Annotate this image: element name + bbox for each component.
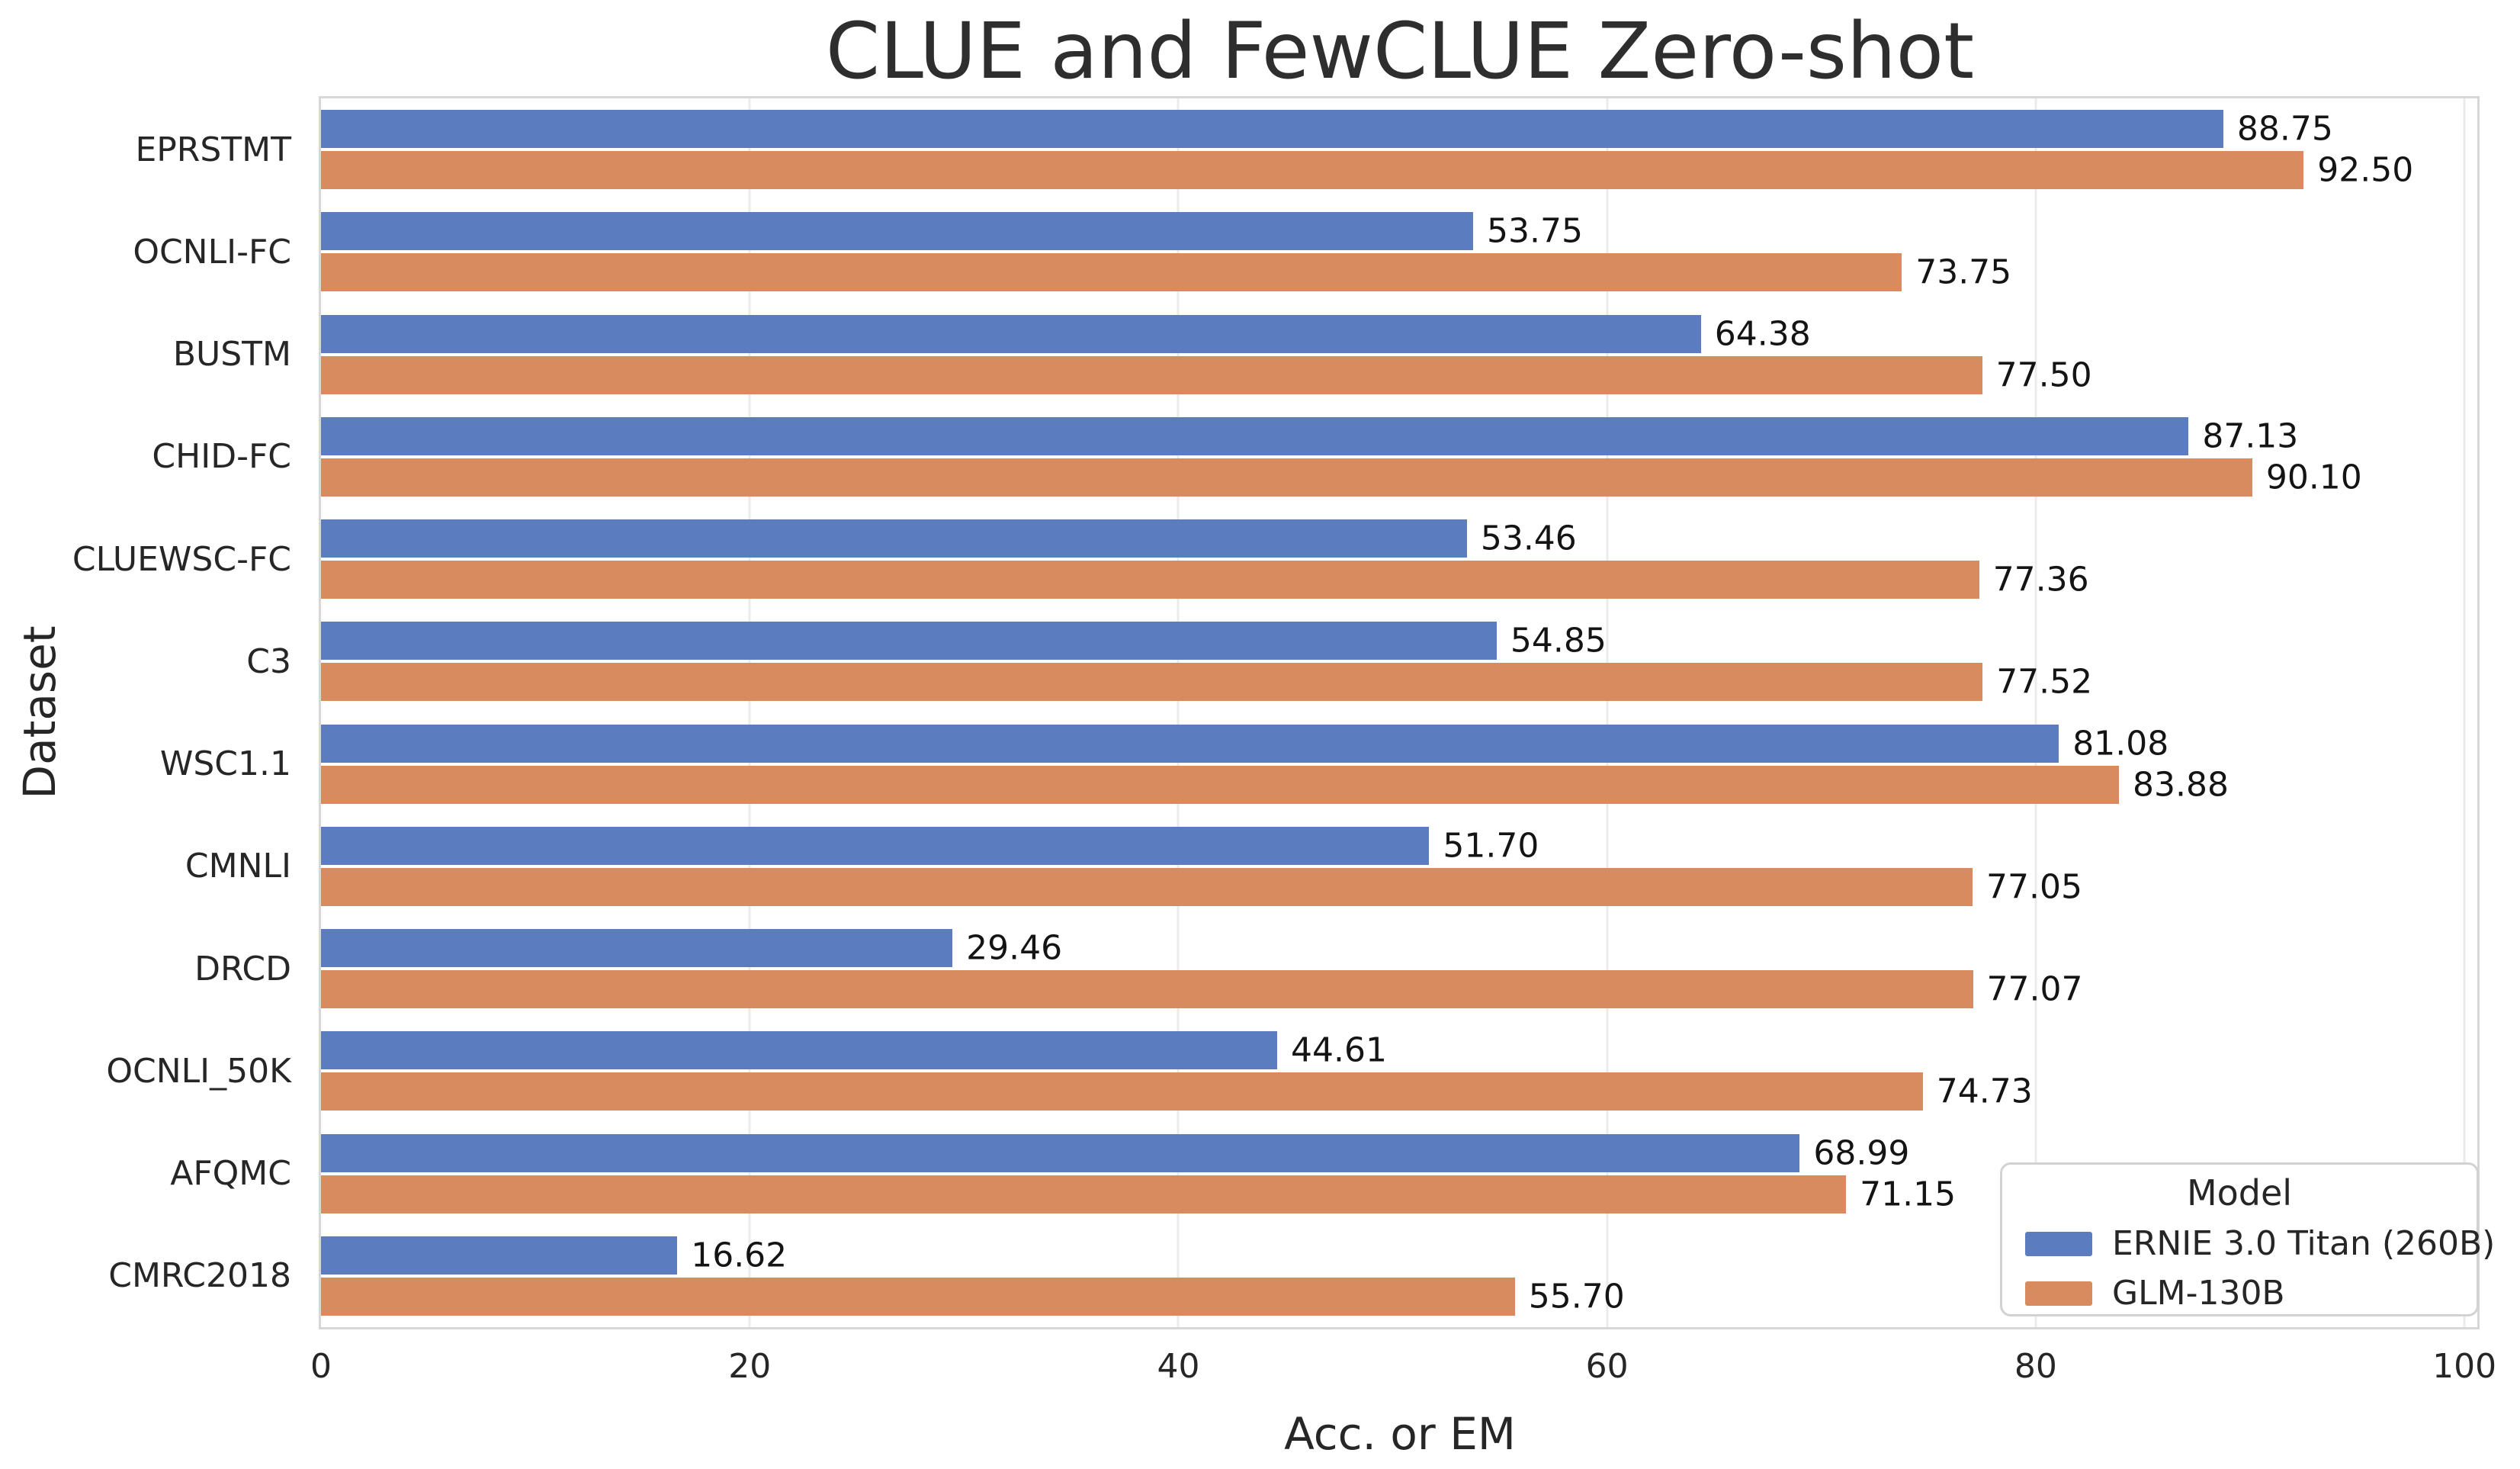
gridline-x-80 [2034, 98, 2037, 1327]
value-label-cluewsc-fc-ernie-3-0-titan-260b: 53.46 [1480, 519, 1577, 558]
category-label-bustm: BUSTM [172, 335, 291, 374]
value-label-chid-fc-ernie-3-0-titan-260b: 87.13 [2202, 416, 2299, 456]
bar-cluewsc-fc-ernie-3-0-titan-260b [321, 519, 1467, 558]
x-tick-label-20: 20 [728, 1347, 772, 1386]
bar-wsc1-1-ernie-3-0-titan-260b [321, 724, 2059, 763]
value-label-chid-fc-glm-130b: 90.10 [2265, 458, 2362, 497]
legend: Model ERNIE 3.0 Titan (260B) GLM-130B [2000, 1162, 2495, 1316]
x-tick-label-60: 60 [1585, 1347, 1629, 1386]
category-label-cluewsc-fc: CLUEWSC-FC [72, 539, 291, 579]
gridline-x-60 [1606, 98, 1609, 1327]
value-label-cmrc2018-glm-130b: 55.70 [1528, 1277, 1625, 1316]
value-label-cmnli-glm-130b: 77.05 [1986, 867, 2082, 907]
value-label-bustm-ernie-3-0-titan-260b: 64.38 [1714, 314, 1811, 354]
bar-ocnli-50k-glm-130b [321, 1072, 1923, 1111]
value-label-c3-ernie-3-0-titan-260b: 54.85 [1510, 621, 1607, 661]
value-label-ocnli-50k-ernie-3-0-titan-260b: 44.61 [1291, 1030, 1387, 1070]
plot-area: 88.75 92.50 53.75 73.75 64.38 77.50 87.13 90.10… [319, 96, 2480, 1329]
gridline-x-100 [2463, 98, 2466, 1327]
value-label-wsc1-1-ernie-3-0-titan-260b: 81.08 [2072, 724, 2169, 763]
category-label-wsc1-1: WSC1.1 [159, 744, 291, 784]
legend-row-ernie-3-0-titan-260b: ERNIE 3.0 Titan (260B) [2025, 1224, 2495, 1263]
bar-ocnli-fc-glm-130b [321, 253, 1902, 292]
x-axis-title: Acc. or EM [1284, 1408, 1516, 1460]
category-label-cmrc2018: CMRC2018 [108, 1256, 291, 1296]
category-label-c3: C3 [246, 641, 291, 681]
y-tick-labels: EPRSTMT OCNLI-FC BUSTM CHID-FC CLUEWSC-FC C3 W… [0, 98, 305, 1327]
value-label-cluewsc-fc-glm-130b: 77.36 [1992, 560, 2089, 599]
x-tick-label-40: 40 [1157, 1347, 1200, 1386]
value-label-cmrc2018-ernie-3-0-titan-260b: 16.62 [691, 1236, 788, 1275]
value-label-afqmc-ernie-3-0-titan-260b: 68.99 [1813, 1133, 1910, 1173]
value-label-bustm-glm-130b: 77.50 [1995, 355, 2092, 395]
value-label-drcd-glm-130b: 77.07 [1986, 969, 2083, 1009]
bar-cmnli-glm-130b [321, 867, 1973, 906]
bar-chid-fc-ernie-3-0-titan-260b [321, 416, 2189, 455]
category-label-ocnli-50k: OCNLI_50K [106, 1051, 291, 1091]
value-label-ocnli-fc-glm-130b: 73.75 [1915, 252, 2012, 292]
legend-swatch-glm-130b [2025, 1281, 2092, 1306]
category-label-ocnli-fc: OCNLI-FC [133, 232, 291, 272]
bar-bustm-ernie-3-0-titan-260b [321, 314, 1701, 353]
category-label-drcd: DRCD [194, 949, 291, 988]
bar-chid-fc-glm-130b [321, 458, 2252, 497]
category-label-eprstmt: EPRSTMT [135, 130, 291, 169]
value-label-wsc1-1-glm-130b: 83.88 [2132, 765, 2229, 805]
legend-swatch-ernie-3-0-titan-260b [2025, 1231, 2092, 1256]
bar-cluewsc-fc-glm-130b [321, 561, 1979, 599]
legend-label-glm-130b: GLM-130B [2112, 1274, 2285, 1313]
bar-wsc1-1-glm-130b [321, 765, 2119, 804]
bar-drcd-glm-130b [321, 970, 1973, 1009]
value-label-drcd-ernie-3-0-titan-260b: 29.46 [966, 928, 1063, 968]
bar-eprstmt-glm-130b [321, 151, 2304, 190]
value-label-c3-glm-130b: 77.52 [1996, 662, 2093, 702]
x-tick-label-80: 80 [2014, 1347, 2057, 1386]
bar-bustm-glm-130b [321, 355, 1982, 394]
x-tick-label-100: 100 [2432, 1347, 2497, 1386]
category-label-chid-fc: CHID-FC [152, 437, 291, 477]
category-label-cmnli: CMNLI [185, 847, 291, 886]
bar-eprstmt-ernie-3-0-titan-260b [321, 110, 2223, 149]
bar-drcd-ernie-3-0-titan-260b [321, 929, 953, 968]
bar-ocnli-fc-ernie-3-0-titan-260b [321, 212, 1473, 251]
bar-afqmc-ernie-3-0-titan-260b [321, 1133, 1800, 1172]
bar-afqmc-glm-130b [321, 1175, 1847, 1213]
gridline-x-40 [1177, 98, 1180, 1327]
legend-label-ernie-3-0-titan-260b: ERNIE 3.0 Titan (260B) [2112, 1224, 2496, 1263]
gridline-x-20 [748, 98, 751, 1327]
value-label-ocnli-50k-glm-130b: 74.73 [1936, 1072, 2033, 1111]
bar-c3-glm-130b [321, 663, 1983, 702]
legend-title: Model [2186, 1172, 2293, 1213]
value-label-cmnli-ernie-3-0-titan-260b: 51.70 [1443, 826, 1539, 866]
value-label-afqmc-glm-130b: 71.15 [1860, 1175, 1957, 1214]
bar-ocnli-50k-ernie-3-0-titan-260b [321, 1031, 1278, 1070]
x-tick-labels: 0 20 40 60 80 100 [310, 1347, 2496, 1393]
bar-cmrc2018-glm-130b [321, 1277, 1515, 1316]
bar-cmnli-ernie-3-0-titan-260b [321, 826, 1430, 865]
bar-cmrc2018-ernie-3-0-titan-260b [321, 1236, 678, 1275]
x-tick-label-0: 0 [310, 1347, 332, 1386]
value-label-ocnli-fc-ernie-3-0-titan-260b: 53.75 [1486, 211, 1583, 251]
legend-row-glm-130b: GLM-130B [2025, 1274, 2477, 1313]
chart-title: CLUE and FewCLUE Zero-shot [825, 6, 1975, 97]
category-label-afqmc: AFQMC [170, 1154, 291, 1194]
value-label-eprstmt-glm-130b: 92.50 [2317, 150, 2414, 190]
bar-c3-ernie-3-0-titan-260b [321, 622, 1497, 661]
value-label-eprstmt-ernie-3-0-titan-260b: 88.75 [2236, 109, 2333, 149]
